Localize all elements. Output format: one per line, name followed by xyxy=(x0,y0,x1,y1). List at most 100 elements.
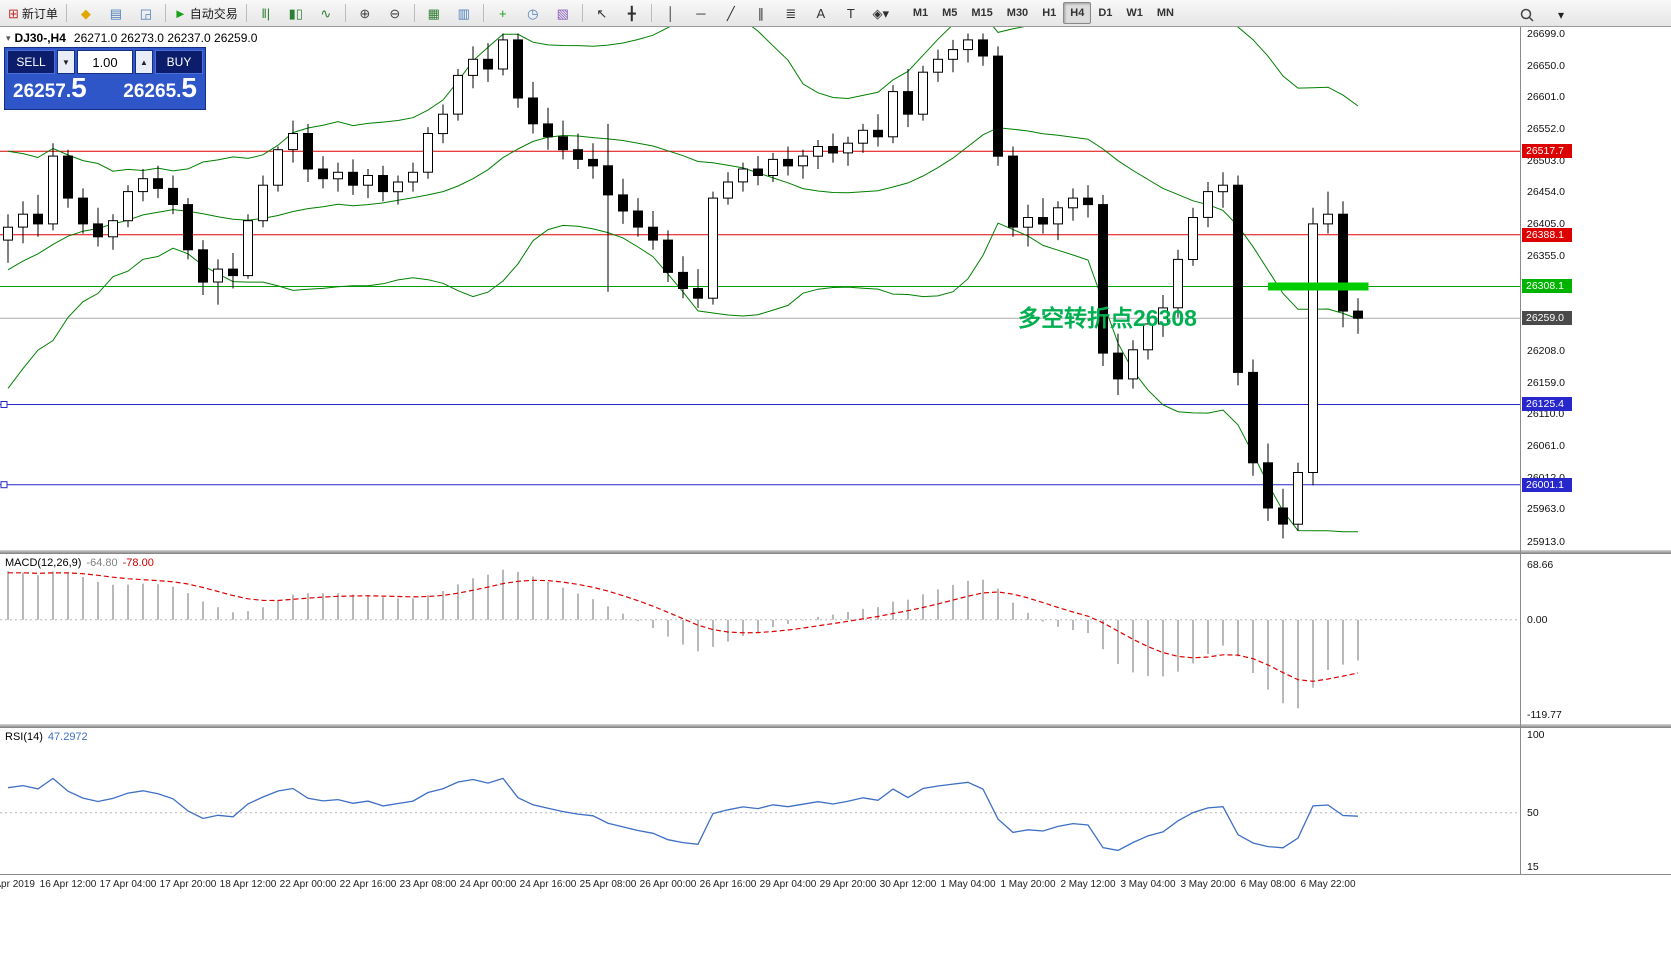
rsi-pane[interactable] xyxy=(0,728,1671,874)
toolbar-overflow-button[interactable]: ▾ xyxy=(1546,3,1576,27)
one-click-prices: 26257. 5 26265. 5 xyxy=(7,74,203,103)
candlestick-chart-button[interactable]: ▮▯ xyxy=(281,1,311,25)
chart-dropdown-icon[interactable]: ▾ xyxy=(6,32,11,43)
fibonacci-icon: ≣ xyxy=(785,5,797,21)
time-label: 2 May 12:00 xyxy=(1060,879,1116,890)
price-tick: 26601.0 xyxy=(1527,91,1565,103)
macd-value-signal: -78.00 xyxy=(122,557,154,569)
auto-scroll-button[interactable]: ▦ xyxy=(419,1,449,25)
time-label: 17 Apr 04:00 xyxy=(99,879,157,890)
rsi-line xyxy=(7,777,1359,852)
timeframe-m5-button[interactable]: M5 xyxy=(942,7,958,19)
timeframe-w1-button[interactable]: W1 xyxy=(1126,7,1143,19)
channel-button[interactable]: ∥ xyxy=(746,1,776,25)
rsi-value: 47.2972 xyxy=(47,731,88,743)
new-order-button[interactable]: ⊞ 新订单 xyxy=(4,1,62,25)
line-chart-button[interactable]: ∿ xyxy=(311,1,341,25)
price-tick: 26355.0 xyxy=(1527,250,1565,262)
pane-separator[interactable] xyxy=(0,724,1671,728)
price-tick: 26159.0 xyxy=(1527,377,1565,389)
price-tick: 50 xyxy=(1527,807,1539,819)
price-tick: 25963.0 xyxy=(1527,503,1565,515)
zoom-out-icon: ⊖ xyxy=(389,5,401,21)
chart-window: 26699.0 26650.0 26601.0 26552.0 26503.0 26454… xyxy=(0,27,1671,953)
volume-decrease-button[interactable]: ▼ xyxy=(57,50,75,74)
bar-chart-button[interactable]: ‖| xyxy=(251,1,281,25)
vertical-line-button[interactable]: │ xyxy=(656,1,686,25)
time-label: 29 Apr 20:00 xyxy=(819,879,877,890)
candles xyxy=(3,33,1363,539)
vertical-line-icon: │ xyxy=(666,5,675,21)
templates-button[interactable]: ▧ xyxy=(548,1,578,25)
price-tick: 26061.0 xyxy=(1527,440,1565,452)
one-click-trading-panel: SELL ▼ ▲ BUY 26257. 5 26265. 5 xyxy=(4,47,206,110)
price-badge: 26308.1 xyxy=(1522,279,1572,293)
fibonacci-button[interactable]: ≣ xyxy=(776,1,806,25)
timeframe-h4-button[interactable]: H4 xyxy=(1063,2,1092,24)
search-button[interactable] xyxy=(1512,3,1542,27)
indicators-button[interactable]: + xyxy=(488,1,518,25)
autotrading-button[interactable]: ► 自动交易 xyxy=(170,1,242,25)
toolbar-separator xyxy=(164,4,166,22)
price-tick: 15 xyxy=(1527,861,1539,873)
pane-separator[interactable] xyxy=(0,550,1671,554)
macd-value-main: -64.80 xyxy=(86,557,118,569)
auto-scroll-icon: ▦ xyxy=(427,5,440,21)
price-tick: 0.00 xyxy=(1527,614,1548,626)
zoom-out-button[interactable]: ⊖ xyxy=(380,1,410,25)
price-badge: 26388.1 xyxy=(1522,228,1572,242)
timeframe-mn-button[interactable]: MN xyxy=(1156,7,1174,19)
time-label: 17 Apr 20:00 xyxy=(159,879,217,890)
timeframe-d1-button[interactable]: D1 xyxy=(1098,7,1113,19)
timeframe-m1-button[interactable]: M1 xyxy=(912,7,929,19)
text-button[interactable]: A xyxy=(806,1,836,25)
macd-pane[interactable] xyxy=(0,554,1671,724)
price-tick: 26650.0 xyxy=(1527,60,1565,72)
time-label: 1 May 20:00 xyxy=(1000,879,1056,890)
buy-button[interactable]: BUY xyxy=(155,50,203,74)
profiles-button[interactable]: ▤ xyxy=(101,1,131,25)
main-price-pane[interactable] xyxy=(0,27,1671,550)
price-tick: 26454.0 xyxy=(1527,186,1565,198)
macd-histogram xyxy=(7,569,1359,709)
level-lines xyxy=(0,150,1520,489)
crosshair-button[interactable]: ╋ xyxy=(617,1,647,25)
time-label: 30 Apr 12:00 xyxy=(879,879,937,890)
periods-button[interactable]: ◷ xyxy=(518,1,548,25)
trendline-button[interactable]: ╱ xyxy=(716,1,746,25)
timeframe-m30-button[interactable]: M30 xyxy=(1006,7,1029,19)
macd-signal-line xyxy=(8,572,1359,682)
price-tick: 26503.0 xyxy=(1527,155,1565,167)
price-tick: 68.66 xyxy=(1527,559,1554,571)
rsi-name: RSI(14) xyxy=(5,731,43,743)
horizontal-line-icon: ─ xyxy=(696,5,706,21)
price-badge: 26001.1 xyxy=(1522,478,1572,492)
price-axis-border xyxy=(1520,27,1521,874)
price-tick: 100 xyxy=(1527,729,1545,741)
horizontal-line-button[interactable]: ─ xyxy=(686,1,716,25)
data-window-button[interactable]: ◲ xyxy=(131,1,161,25)
arrows-button[interactable]: ◈▾ xyxy=(866,1,896,25)
ask-price: 26265. 5 xyxy=(123,74,197,103)
price-tick: 26208.0 xyxy=(1527,345,1565,357)
zoom-in-icon: ⊕ xyxy=(359,5,371,21)
volume-increase-button[interactable]: ▲ xyxy=(135,50,153,74)
timeframe-h1-button[interactable]: H1 xyxy=(1042,7,1057,19)
new-chart-button[interactable]: ◆ xyxy=(71,1,101,25)
autotrading-icon: ► xyxy=(173,5,187,21)
volume-input[interactable] xyxy=(77,50,133,74)
cursor-button[interactable]: ↖ xyxy=(587,1,617,25)
price-badge: 26125.4 xyxy=(1522,397,1572,411)
text-label-button[interactable]: T xyxy=(836,1,866,25)
chart-ohlc-values: 26271.0 26273.0 26237.0 26259.0 xyxy=(73,31,258,45)
tile-windows-button[interactable]: ▥ xyxy=(449,1,479,25)
timeframe-m15-button[interactable]: M15 xyxy=(971,7,993,19)
price-badge: 26517.7 xyxy=(1522,144,1572,158)
macd-name: MACD(12,26,9) xyxy=(5,557,82,569)
zoom-in-button[interactable]: ⊕ xyxy=(350,1,380,25)
sell-button[interactable]: SELL xyxy=(7,50,55,74)
time-label: 1 May 04:00 xyxy=(940,879,996,890)
time-label: 3 May 20:00 xyxy=(1180,879,1236,890)
rsi-indicator-label: RSI(14) 47.2972 xyxy=(5,731,88,743)
